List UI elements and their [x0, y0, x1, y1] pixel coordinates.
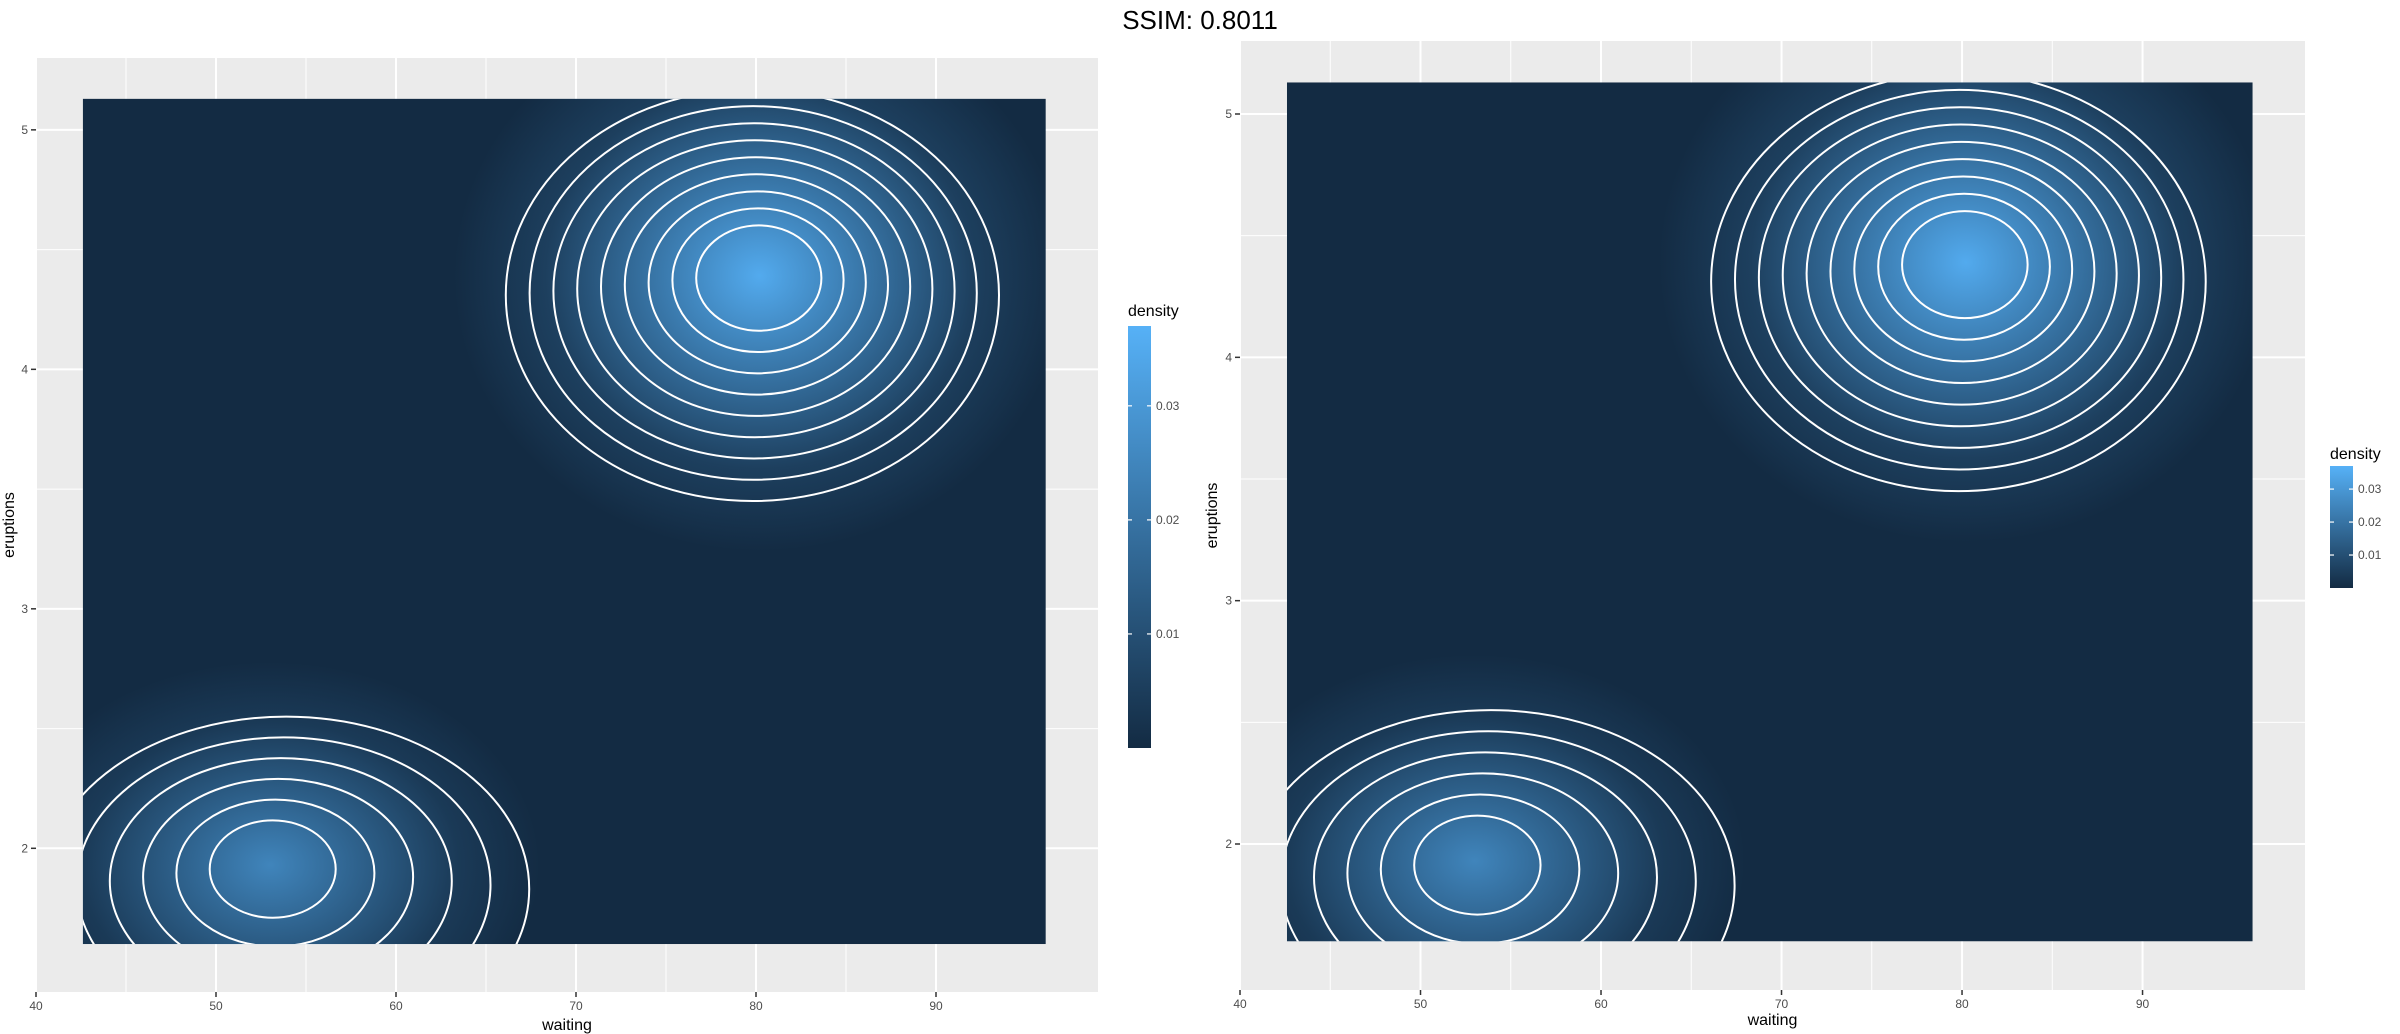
contour-mode1-level-9: [504, 98, 1000, 502]
y-tick-label: 3: [1225, 594, 1232, 608]
x-tick-label: 90: [2136, 997, 2150, 1011]
contour-mode2-level-2: [175, 798, 376, 945]
chart-left: 40 50 60 70 80 90 waiting 2 3 4 5 eruptions density 0…: [1, 58, 1180, 1034]
contour-mode1-level-6: [576, 139, 934, 439]
contour-lines: [82, 98, 1000, 945]
x-tick-label: 70: [1775, 997, 1789, 1011]
legend-colorbar: [1128, 326, 1151, 748]
contour-mode2-level-4: [1313, 751, 1658, 942]
legend-tick-label: 0.02: [2358, 515, 2382, 529]
legend: density 0.01 0.02 0.03: [2330, 446, 2382, 588]
contour-mode1-level-2: [1877, 192, 2051, 341]
contour-mode2-level-6: [82, 715, 531, 945]
contour-mode1-level-8: [528, 105, 978, 481]
contour-mode1-level-5: [600, 156, 912, 417]
x-tick-label: 60: [1594, 997, 1608, 1011]
contour-mode1-level-1: [695, 224, 823, 332]
x-tick-label: 60: [389, 999, 403, 1013]
legend-title: density: [1128, 303, 1179, 320]
x-tick-label: 80: [1955, 997, 1969, 1011]
contour-mode1-level-8: [1733, 88, 2185, 471]
density-mode-2: [82, 661, 540, 945]
y-tick-label: 2: [1225, 837, 1232, 851]
y-tick-label: 4: [1225, 350, 1232, 364]
x-tick-label: 80: [749, 999, 763, 1013]
y-tick-label: 4: [21, 362, 28, 376]
x-tick-label: 40: [1233, 997, 1247, 1011]
contour-mode1-level-9: [1710, 82, 2207, 493]
contour-mode2-level-5: [82, 736, 492, 945]
y-axis-title: eruptions: [1, 492, 18, 558]
y-tick-label: 5: [21, 123, 28, 137]
y-axis-title: eruptions: [1204, 483, 1221, 549]
contour-lines: [1286, 82, 2207, 942]
contour-mode1-level-7: [1757, 106, 2163, 449]
y-tick-label: 2: [21, 841, 28, 855]
legend-title: density: [2330, 446, 2381, 463]
x-tick-label: 50: [209, 999, 223, 1013]
y-tick-label: 5: [1225, 107, 1232, 121]
contour-mode1-level-4: [1829, 158, 2096, 385]
contour-mode2-level-5: [1286, 730, 1697, 942]
x-axis: 40 50 60 70 80 90 waiting: [29, 992, 943, 1034]
contour-mode1-level-4: [623, 173, 890, 396]
contour-mode2-level-4: [108, 757, 453, 945]
x-axis-title: waiting: [1747, 1012, 1798, 1029]
contour-mode1-level-6: [1781, 123, 2140, 428]
contour-mode2-level-1: [1413, 814, 1542, 916]
legend: density 0.01 0.02 0.03: [1128, 303, 1180, 748]
figure-title: SSIM: 0.8011: [1122, 5, 1278, 35]
y-axis: 2 3 4 5 eruptions: [1204, 107, 1240, 851]
contour-mode1-level-3: [1853, 175, 2074, 363]
x-axis: 40 50 60 70 80 90 waiting: [1233, 990, 2150, 1029]
contour-mode2-level-1: [208, 819, 337, 919]
x-tick-label: 40: [29, 999, 43, 1013]
contour-mode2-level-2: [1379, 793, 1581, 942]
contour-mode1-level-2: [671, 207, 845, 354]
x-tick-label: 90: [929, 999, 943, 1013]
contour-mode1-level-1: [1901, 210, 2029, 320]
legend-tick-label: 0.03: [1156, 399, 1180, 413]
legend-tick-label: 0.03: [2358, 482, 2382, 496]
contour-mode1-level-3: [647, 190, 867, 375]
density-raster: [1286, 82, 2253, 942]
x-tick-label: 70: [569, 999, 583, 1013]
y-tick-label: 3: [21, 602, 28, 616]
contour-mode1-level-5: [1805, 140, 2118, 406]
legend-tick-label: 0.02: [1156, 513, 1180, 527]
contour-mode2-level-6: [1286, 709, 1736, 942]
density-mode-2: [1286, 654, 1746, 942]
legend-tick-label: 0.01: [1156, 627, 1180, 641]
legend-tick-label: 0.01: [2358, 548, 2382, 562]
contour-mode2-level-3: [1346, 772, 1620, 942]
contour-mode2-level-3: [142, 777, 415, 945]
chart-right: 40 50 60 70 80 90 waiting 2 3 4 5 eruptions density 0…: [1204, 41, 2382, 1029]
x-axis-title: waiting: [541, 1017, 592, 1034]
x-tick-label: 50: [1414, 997, 1428, 1011]
y-axis: 2 3 4 5 eruptions: [1, 123, 36, 855]
contour-mode1-level-7: [552, 122, 956, 460]
legend-colorbar: [2330, 466, 2353, 588]
